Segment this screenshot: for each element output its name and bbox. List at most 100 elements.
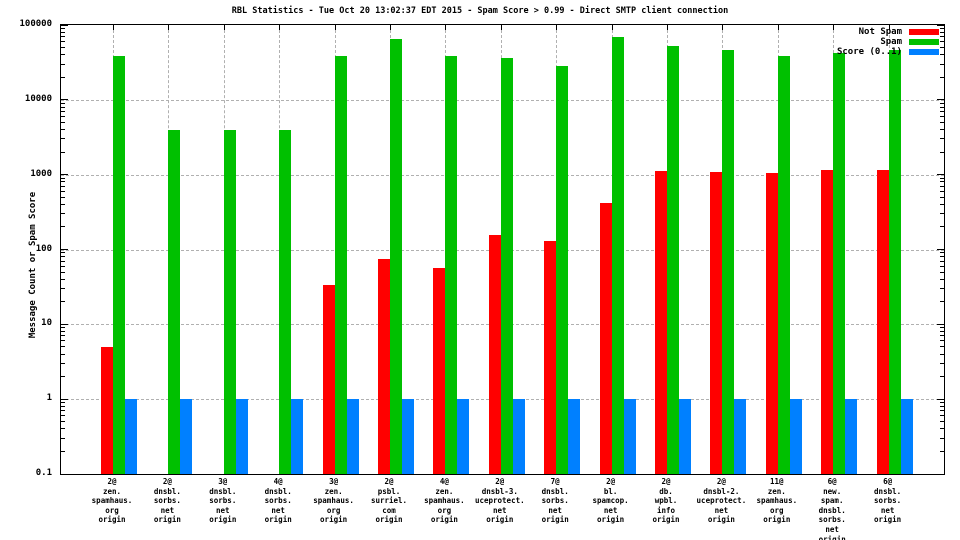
- y-major-tick: [937, 174, 944, 176]
- y-minor-tick: [940, 138, 944, 140]
- y-minor-tick: [61, 177, 65, 179]
- bar-score: [346, 399, 359, 474]
- x-tick: [833, 25, 835, 30]
- x-category-label: 7@ dnsbl. sorbs. net origin: [541, 477, 569, 525]
- y-minor-tick: [61, 181, 65, 183]
- y-minor-tick: [940, 271, 944, 273]
- bar-spam: [445, 56, 458, 474]
- bar-spam: [168, 129, 181, 474]
- y-minor-tick: [61, 340, 65, 342]
- y-minor-tick: [61, 428, 65, 430]
- x-category-label: 2@ dnsbl. sorbs. net origin: [153, 477, 181, 525]
- bar-spam: [556, 65, 569, 474]
- plot-area: Not Spam Spam Score (0..1): [60, 24, 945, 475]
- y-minor-tick: [940, 54, 944, 56]
- x-tick: [556, 25, 558, 30]
- y-minor-tick: [61, 353, 65, 355]
- bar-not-spam: [101, 346, 113, 474]
- y-minor-tick: [61, 437, 65, 439]
- y-major-tick: [937, 24, 944, 26]
- bar-score: [845, 399, 858, 474]
- bar-spam: [279, 129, 292, 474]
- y-minor-tick: [940, 301, 944, 303]
- bar-score: [679, 399, 691, 474]
- x-category-label: 6@ dnsbl. sorbs. net origin: [874, 477, 902, 525]
- y-minor-tick: [940, 31, 944, 33]
- bar-score: [568, 399, 581, 474]
- y-minor-tick: [940, 410, 944, 412]
- y-minor-tick: [61, 31, 65, 33]
- y-minor-tick: [940, 110, 944, 112]
- y-minor-tick: [940, 340, 944, 342]
- y-major-tick: [61, 473, 68, 475]
- y-minor-tick: [61, 63, 65, 65]
- y-minor-tick: [940, 331, 944, 333]
- y-minor-tick: [61, 260, 65, 262]
- y-tick-label: 1: [46, 393, 52, 404]
- x-category-label: 6@ new. spam. dnsbl. sorbs. net origin: [818, 477, 846, 540]
- y-minor-tick: [940, 63, 944, 65]
- y-minor-tick: [940, 106, 944, 108]
- y-minor-tick: [940, 402, 944, 404]
- x-category-label: 4@ zen. spamhaus. org origin: [424, 477, 465, 525]
- y-tick-label: 10: [41, 318, 52, 329]
- y-major-tick: [61, 323, 68, 325]
- y-minor-tick: [940, 226, 944, 228]
- y-minor-tick: [61, 265, 65, 267]
- y-tick-label: 1000: [30, 168, 52, 179]
- bar-score: [900, 399, 913, 474]
- x-category-label: 11@ zen. spamhaus. org origin: [756, 477, 798, 525]
- x-tick: [722, 25, 724, 30]
- y-minor-tick: [940, 121, 944, 123]
- y-minor-tick: [940, 185, 944, 187]
- y-minor-tick: [61, 54, 65, 56]
- bar-not-spam: [433, 268, 446, 474]
- x-tick: [500, 25, 502, 30]
- legend-swatch: [909, 39, 939, 45]
- bar-not-spam: [488, 234, 501, 474]
- y-minor-tick: [61, 196, 65, 198]
- y-minor-tick: [940, 421, 944, 423]
- bar-score: [623, 399, 636, 474]
- x-tick: [777, 25, 779, 30]
- y-major-tick: [61, 398, 68, 400]
- bar-spam: [888, 50, 901, 474]
- y-minor-tick: [940, 27, 944, 29]
- bar-not-spam: [378, 259, 390, 474]
- bar-not-spam: [765, 173, 778, 474]
- y-minor-tick: [61, 190, 65, 192]
- bar-not-spam: [710, 171, 723, 474]
- y-minor-tick: [940, 47, 944, 49]
- y-tick-label: 10000: [24, 93, 52, 104]
- y-minor-tick: [61, 151, 65, 153]
- y-minor-tick: [61, 421, 65, 423]
- x-tick: [611, 25, 613, 30]
- y-minor-tick: [61, 376, 65, 378]
- y-minor-tick: [61, 405, 65, 407]
- y-minor-tick: [61, 410, 65, 412]
- y-minor-tick: [940, 450, 944, 452]
- y-minor-tick: [61, 203, 65, 205]
- y-minor-tick: [61, 138, 65, 140]
- bar-score: [789, 399, 802, 474]
- bar-not-spam: [322, 284, 335, 474]
- x-category-label: 4@ dnsbl. sorbs. net origin: [264, 477, 292, 525]
- bar-spam: [667, 46, 679, 474]
- x-tick: [888, 25, 890, 30]
- y-minor-tick: [940, 346, 944, 348]
- x-tick: [334, 25, 336, 30]
- y-minor-tick: [940, 256, 944, 258]
- y-minor-tick: [61, 256, 65, 258]
- x-tick: [445, 25, 447, 30]
- y-minor-tick: [61, 278, 65, 280]
- y-minor-tick: [61, 327, 65, 329]
- bar-not-spam: [655, 170, 667, 474]
- y-minor-tick: [940, 102, 944, 104]
- y-minor-tick: [940, 415, 944, 417]
- y-minor-tick: [61, 106, 65, 108]
- x-category-label: 2@ db. wpbl. info origin: [652, 477, 680, 525]
- y-minor-tick: [940, 335, 944, 337]
- y-minor-tick: [940, 428, 944, 430]
- y-minor-tick: [940, 252, 944, 254]
- y-minor-tick: [940, 129, 944, 131]
